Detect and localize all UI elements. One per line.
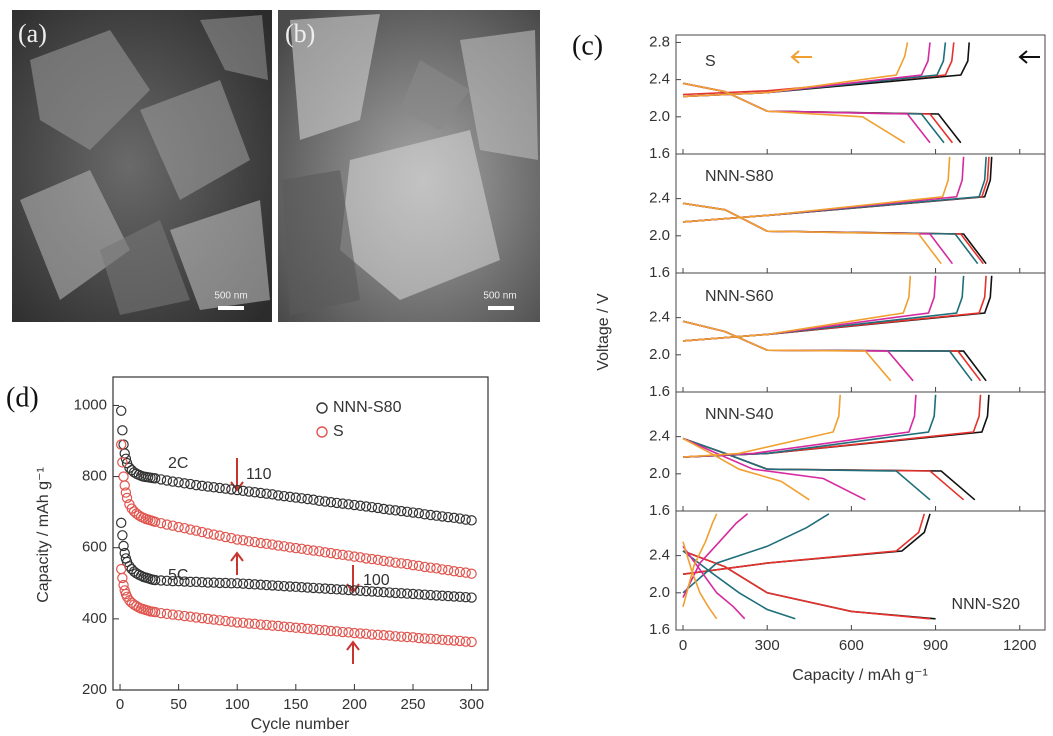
curve xyxy=(683,551,795,619)
y-tick-label: 2.4 xyxy=(649,547,670,564)
y-tick-label: 2.4 xyxy=(649,309,670,326)
curve xyxy=(683,321,891,381)
y-tick-label: 2.4 xyxy=(649,190,670,207)
y-tick-label: 1.6 xyxy=(649,145,670,162)
y-tick-label: 2.0 xyxy=(649,465,670,482)
y-tick-label: 400 xyxy=(82,610,107,627)
y-tick-label: 1000 xyxy=(74,396,107,413)
data-point xyxy=(117,518,126,527)
legend-marker xyxy=(317,427,327,437)
x-tick-label: 250 xyxy=(400,696,425,713)
panel-label: (c) xyxy=(572,30,603,61)
x-tick-label: 900 xyxy=(923,637,948,654)
x-tick-label: 200 xyxy=(342,696,367,713)
y-axis-label: Capacity / mAh g⁻¹ xyxy=(35,467,52,603)
data-point xyxy=(227,534,236,543)
y-axis-label: Voltage / V xyxy=(595,293,612,371)
arrow xyxy=(231,458,359,664)
y-tick-label: 1.6 xyxy=(649,383,670,400)
data-point xyxy=(156,519,165,528)
curve xyxy=(683,276,992,341)
curve xyxy=(683,157,950,222)
y-tick-label: 2.0 xyxy=(649,108,670,125)
data-point xyxy=(467,593,476,602)
data-point xyxy=(168,521,177,530)
y-tick-label: 2.0 xyxy=(649,346,670,363)
x-tick-label: 50 xyxy=(170,696,187,713)
curve xyxy=(683,395,936,457)
data-point xyxy=(122,493,131,502)
x-tick-label: 0 xyxy=(679,637,687,654)
y-tick-label: 2.0 xyxy=(649,584,670,601)
y-tick-label: 600 xyxy=(82,539,107,556)
data-point xyxy=(467,569,476,578)
data-point xyxy=(215,531,224,540)
subplot-title: NNN-S20 xyxy=(952,596,1021,613)
curve xyxy=(683,42,908,96)
x-tick-label: 300 xyxy=(459,696,484,713)
subplot-title: NNN-S60 xyxy=(705,288,774,305)
y-tick-label: 2.4 xyxy=(649,428,670,445)
x-axis-label: Cycle number xyxy=(251,716,350,733)
data-point xyxy=(119,472,128,481)
data-point xyxy=(117,406,126,415)
curve xyxy=(683,276,986,341)
image-label: (a) xyxy=(18,19,47,48)
image-label: (b) xyxy=(285,19,315,48)
curve xyxy=(683,514,829,593)
data-point xyxy=(197,527,206,536)
x-tick-label: 1200 xyxy=(1003,637,1036,654)
y-tick-label: 2.8 xyxy=(649,33,670,50)
data-point xyxy=(118,531,127,540)
data-point xyxy=(118,426,127,435)
scale-bar xyxy=(218,306,244,310)
legend-marker xyxy=(317,403,327,413)
y-tick-label: 200 xyxy=(82,681,107,698)
arrow xyxy=(792,51,1040,63)
legend-label: NNN-S80 xyxy=(333,399,402,416)
legend-label: S xyxy=(333,423,344,440)
x-tick-label: 600 xyxy=(839,637,864,654)
x-tick-label: 150 xyxy=(283,696,308,713)
subplot-title: S xyxy=(705,53,716,70)
y-tick-label: 1.6 xyxy=(649,502,670,519)
curve xyxy=(683,157,964,222)
sem-image-a: (a) 500 nm xyxy=(12,10,272,322)
subplot-title: NNN-S40 xyxy=(705,406,774,423)
y-tick-label: 2.0 xyxy=(649,227,670,244)
subplot-title: NNN-S80 xyxy=(705,168,774,185)
y-tick-label: 800 xyxy=(82,468,107,485)
figure: (a) 500 nm (b) 500 nm (c) (d) Voltage / … xyxy=(0,0,1053,736)
x-tick-label: 0 xyxy=(116,696,124,713)
y-tick-label: 1.6 xyxy=(649,621,670,638)
page: {"images": [{"label": "(a)", "scale_bar"… xyxy=(0,0,1053,736)
data-point xyxy=(192,526,201,535)
x-tick-label: 100 xyxy=(225,696,250,713)
x-axis-label: Capacity / mAh g⁻¹ xyxy=(792,667,928,684)
scale-bar xyxy=(488,306,514,310)
annotation: 2C xyxy=(168,455,188,472)
data-point xyxy=(467,516,476,525)
curve xyxy=(683,395,916,457)
data-point xyxy=(467,637,476,646)
sem-image-b: (b) 500 nm xyxy=(278,10,540,322)
data-point xyxy=(117,564,126,573)
curve xyxy=(683,42,930,96)
data-point xyxy=(180,524,189,533)
data-point xyxy=(117,440,126,449)
y-tick-label: 2.4 xyxy=(649,71,670,88)
x-tick-label: 300 xyxy=(755,637,780,654)
scale-bar-label: 500 nm xyxy=(214,291,247,302)
data-point xyxy=(119,440,128,449)
scale-bar-label: 500 nm xyxy=(483,291,516,302)
panel-label: (d) xyxy=(6,382,39,413)
annotation: 110 xyxy=(246,466,272,483)
y-tick-label: 1.6 xyxy=(649,264,670,281)
curve xyxy=(683,42,969,96)
